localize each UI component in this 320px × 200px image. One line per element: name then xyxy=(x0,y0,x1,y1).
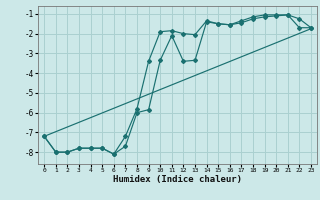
X-axis label: Humidex (Indice chaleur): Humidex (Indice chaleur) xyxy=(113,175,242,184)
